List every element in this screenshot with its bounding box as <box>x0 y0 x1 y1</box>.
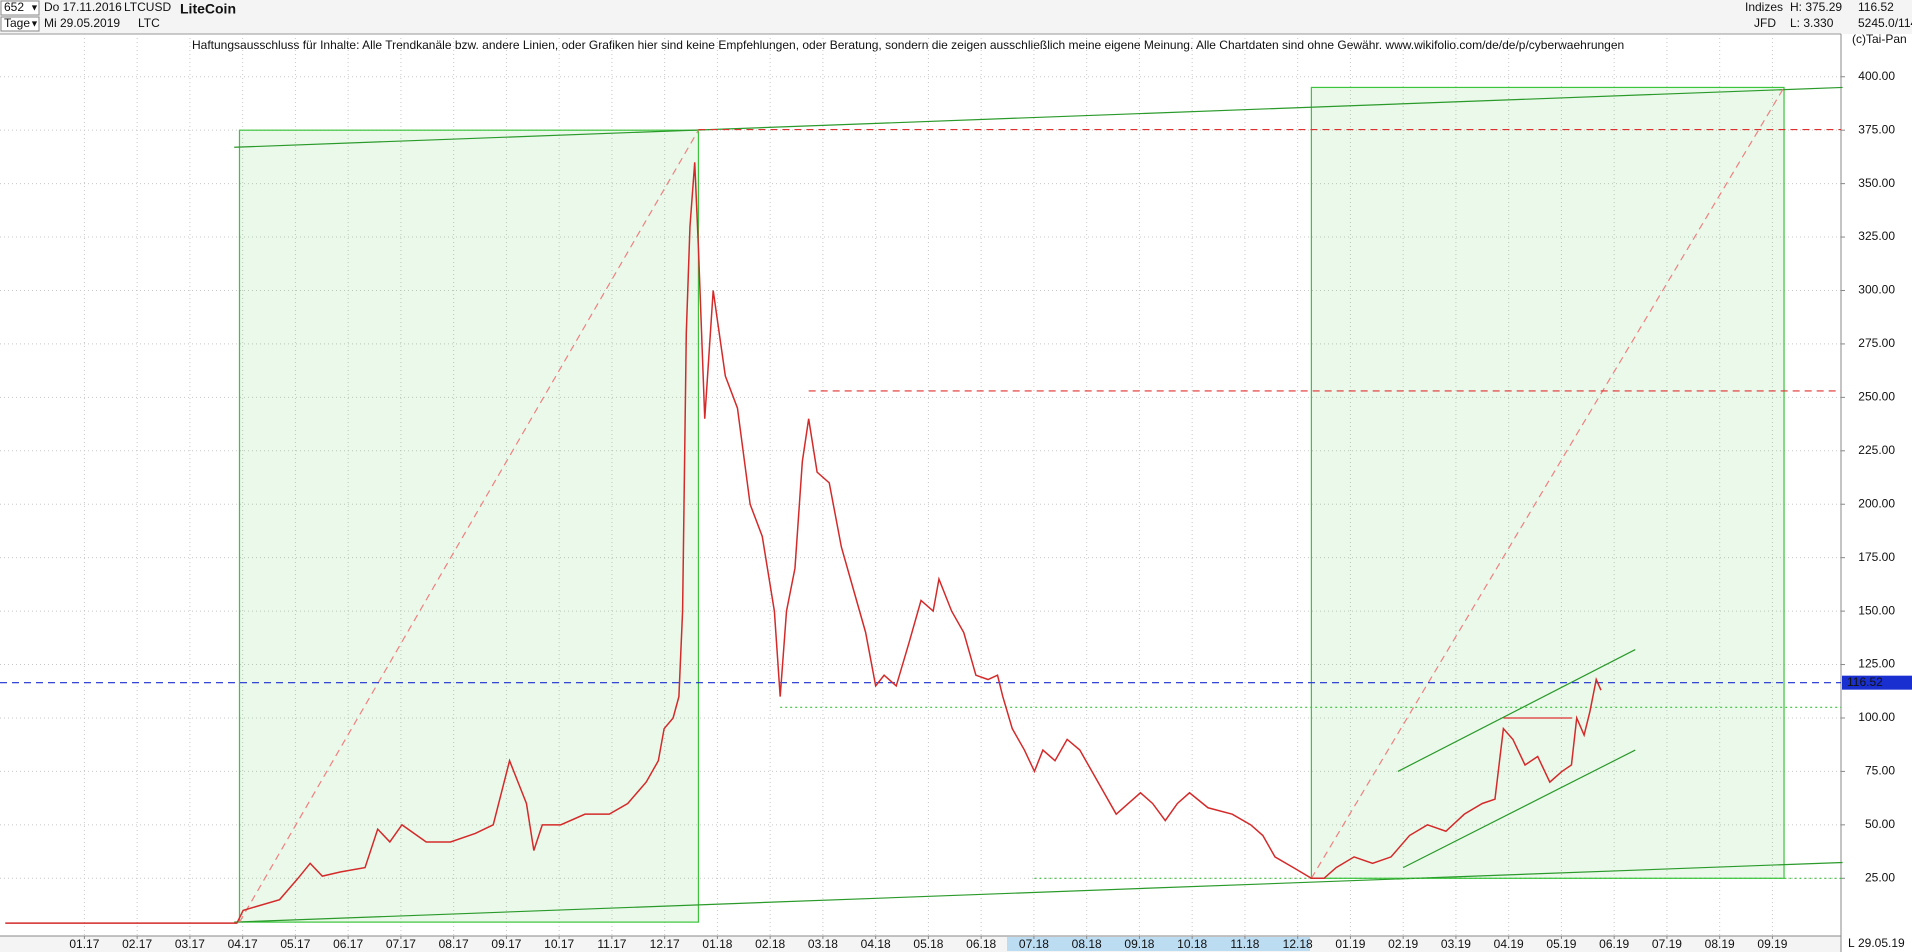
x-axis-bar <box>0 936 1841 952</box>
interval[interactable]: Tage <box>4 16 30 30</box>
short-name: LTC <box>138 16 160 30</box>
x-tick-label: 08.18 <box>1072 937 1102 951</box>
x-tick-label: 05.17 <box>280 937 310 951</box>
trend-line <box>1310 87 1785 879</box>
x-tick-label: 09.17 <box>491 937 521 951</box>
y-tick-label: 375.00 <box>1858 122 1895 136</box>
x-tick-label: 07.19 <box>1652 937 1682 951</box>
x-tick-label: 11.17 <box>597 937 626 951</box>
y-tick-label: 250.00 <box>1858 390 1895 404</box>
x-tick-label: 08.17 <box>439 937 469 951</box>
y-tick-label: 300.00 <box>1858 283 1895 297</box>
y-tick-label: 100.00 <box>1858 710 1895 724</box>
period-count[interactable]: 652 <box>4 0 24 14</box>
x-tick-label: 05.18 <box>913 937 943 951</box>
trend-line <box>234 861 1843 923</box>
x-tick-label: 01.19 <box>1335 937 1365 951</box>
x-tick-label: 08.19 <box>1705 937 1735 951</box>
x-tick-label: 12.17 <box>650 937 680 951</box>
start-date: Do 17.11.2016 <box>44 0 122 14</box>
symbol: LTCUSD <box>124 0 171 14</box>
group: Indizes <box>1745 0 1783 14</box>
y-tick-label: 350.00 <box>1858 176 1895 190</box>
x-tick-label: 05.19 <box>1546 937 1576 951</box>
x-tick-label: 03.17 <box>175 937 205 951</box>
end-date: Mi 29.05.2019 <box>44 16 120 30</box>
high: H: 375.29 <box>1790 0 1842 14</box>
x-tick-label: 02.17 <box>122 937 152 951</box>
x-tick-label: 10.17 <box>544 937 574 951</box>
disclaimer: Haftungsausschluss für Inhalte: Alle Tre… <box>192 38 1624 52</box>
dropdown-arrow: ▼ <box>30 2 39 12</box>
price-tag <box>1842 675 1912 690</box>
header-bar <box>0 0 1912 34</box>
x-tick-label: 11.18 <box>1230 937 1259 951</box>
interval-dropdown[interactable] <box>0 16 40 32</box>
x-tick-label: 06.19 <box>1599 937 1629 951</box>
x-tick-label: 04.19 <box>1494 937 1524 951</box>
copyright: (c)Tai-Pan <box>1852 32 1907 46</box>
x-tick-label: 02.19 <box>1388 937 1418 951</box>
y-tick-label: 175.00 <box>1858 550 1895 564</box>
x-tick-label: 03.18 <box>808 937 838 951</box>
dropdown-arrow: ▼ <box>30 18 39 28</box>
period-dropdown[interactable] <box>0 0 40 16</box>
x-tick-label: 07.18 <box>1019 937 1049 951</box>
trend-line <box>1402 749 1636 869</box>
y-tick-label: 25.00 <box>1865 870 1895 884</box>
x-tick-label: 01.18 <box>702 937 732 951</box>
scroll-highlight[interactable] <box>1007 937 1310 951</box>
x-tick-label: 09.19 <box>1757 937 1787 951</box>
y-tick-label: 200.00 <box>1858 496 1895 510</box>
x-tick-label: 06.17 <box>333 937 363 951</box>
trend-line <box>238 129 699 923</box>
x-tick-label: 07.17 <box>386 937 416 951</box>
scale-mode[interactable]: L <box>1848 936 1855 950</box>
last-date: 29.05.19 <box>1858 936 1905 950</box>
low: L: 3.330 <box>1790 16 1834 30</box>
y-tick-label: 75.00 <box>1865 764 1895 778</box>
x-tick-label: 04.18 <box>861 937 891 951</box>
x-tick-label: 12.18 <box>1283 937 1313 951</box>
y-tick-label: 50.00 <box>1865 817 1895 831</box>
source: JFD <box>1754 16 1776 30</box>
price-tag-label: 116.52 <box>1847 675 1883 689</box>
y-tick-label: 400.00 <box>1858 69 1895 83</box>
instrument-name: LiteCoin <box>180 1 236 17</box>
y-tick-label: 225.00 <box>1858 443 1895 457</box>
y-tick-label: 275.00 <box>1858 336 1895 350</box>
x-tick-label: 03.19 <box>1441 937 1471 951</box>
x-tick-label: 06.18 <box>966 937 996 951</box>
y-tick-label: 125.00 <box>1858 657 1895 671</box>
x-tick-label: 10.18 <box>1177 937 1207 951</box>
x-tick-label: 01.17 <box>69 937 99 951</box>
last-price: 116.52 <box>1858 0 1894 14</box>
price-line <box>5 162 1602 924</box>
x-tick-label: 09.18 <box>1124 937 1154 951</box>
y-tick-label: 150.00 <box>1858 603 1895 617</box>
x-tick-label: 04.17 <box>228 937 258 951</box>
trend-line <box>1397 649 1636 772</box>
x-tick-label: 02.18 <box>755 937 785 951</box>
y-tick-label: 325.00 <box>1858 229 1895 243</box>
trend-line <box>234 86 1843 148</box>
volume: 5245.0/114 <box>1858 16 1912 30</box>
